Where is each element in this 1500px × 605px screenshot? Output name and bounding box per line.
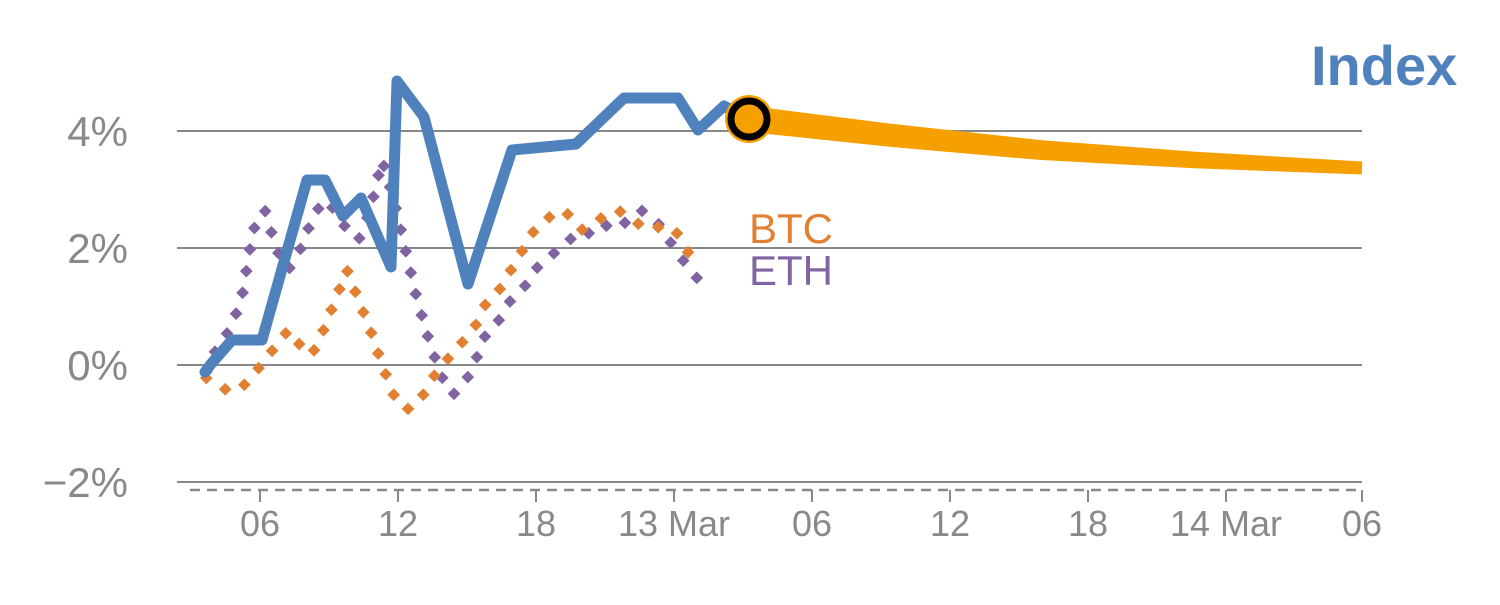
svg-text:18: 18: [1068, 503, 1108, 544]
svg-text:2%: 2%: [67, 225, 128, 272]
svg-text:−2%: −2%: [43, 459, 128, 506]
svg-text:06: 06: [792, 503, 832, 544]
svg-text:14 Mar: 14 Mar: [1170, 503, 1282, 544]
svg-text:ETH: ETH: [749, 247, 833, 294]
svg-text:Index: Index: [1311, 34, 1457, 97]
svg-text:06: 06: [1342, 503, 1382, 544]
svg-text:12: 12: [930, 503, 970, 544]
svg-text:06: 06: [240, 503, 280, 544]
svg-text:12: 12: [378, 503, 418, 544]
svg-text:BTC: BTC: [749, 205, 833, 252]
svg-text:0%: 0%: [67, 342, 128, 389]
svg-text:18: 18: [516, 503, 556, 544]
svg-text:13 Mar: 13 Mar: [618, 503, 730, 544]
svg-text:4%: 4%: [67, 108, 128, 155]
